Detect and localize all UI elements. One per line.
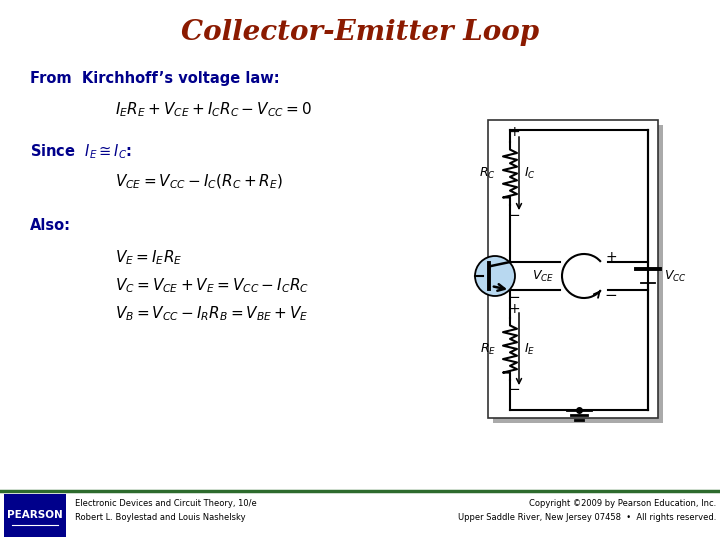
Text: From  Kirchhoff’s voltage law:: From Kirchhoff’s voltage law:	[30, 71, 279, 85]
Circle shape	[475, 256, 515, 296]
Text: −: −	[508, 382, 521, 397]
Text: PEARSON: PEARSON	[7, 510, 63, 520]
Text: Robert L. Boylestad and Louis Nashelsky: Robert L. Boylestad and Louis Nashelsky	[75, 512, 246, 522]
Text: Copyright ©2009 by Pearson Education, Inc.: Copyright ©2009 by Pearson Education, In…	[528, 498, 716, 508]
Text: $V_{CE}$: $V_{CE}$	[532, 268, 554, 284]
Text: Collector-Emitter Loop: Collector-Emitter Loop	[181, 19, 539, 46]
Text: $V_{CE} = V_{CC} - I_C(R_C + R_E)$: $V_{CE} = V_{CC} - I_C(R_C + R_E)$	[115, 173, 283, 191]
Text: −: −	[508, 291, 521, 306]
Text: $V_B = V_{CC} - I_R R_B = V_{BE} + V_E$: $V_B = V_{CC} - I_R R_B = V_{BE} + V_E$	[115, 305, 309, 323]
Text: $R_C$: $R_C$	[480, 166, 496, 181]
Bar	[4, 494, 66, 537]
Text: +: +	[508, 125, 520, 139]
Text: $I_E R_E + V_{CE} + I_C R_C - V_{CC} = 0$: $I_E R_E + V_{CE} + I_C R_C - V_{CC} = 0…	[115, 100, 312, 119]
Text: $V_E = I_E R_E$: $V_E = I_E R_E$	[115, 248, 182, 267]
Text: Also:: Also:	[30, 219, 71, 233]
Text: $I_C$: $I_C$	[524, 166, 536, 181]
Text: +: +	[508, 302, 520, 316]
Text: $V_C = V_{CE} + V_E = V_{CC} - I_C R_C$: $V_C = V_{CE} + V_E = V_{CC} - I_C R_C$	[115, 276, 309, 295]
Text: $V_{CC}$: $V_{CC}$	[664, 268, 687, 284]
Text: −: −	[605, 287, 617, 302]
Bar	[493, 125, 663, 423]
Text: Electronic Devices and Circuit Theory, 10/e: Electronic Devices and Circuit Theory, 1…	[75, 498, 257, 508]
Text: +: +	[606, 250, 617, 264]
Bar	[488, 120, 658, 418]
Text: −: −	[508, 207, 521, 222]
Text: $I_E$: $I_E$	[524, 341, 535, 356]
Text: Upper Saddle River, New Jersey 07458  •  All rights reserved.: Upper Saddle River, New Jersey 07458 • A…	[458, 512, 716, 522]
Text: $R_E$: $R_E$	[480, 341, 496, 356]
Text: Since  $I_E \cong I_C$:: Since $I_E \cong I_C$:	[30, 143, 132, 161]
